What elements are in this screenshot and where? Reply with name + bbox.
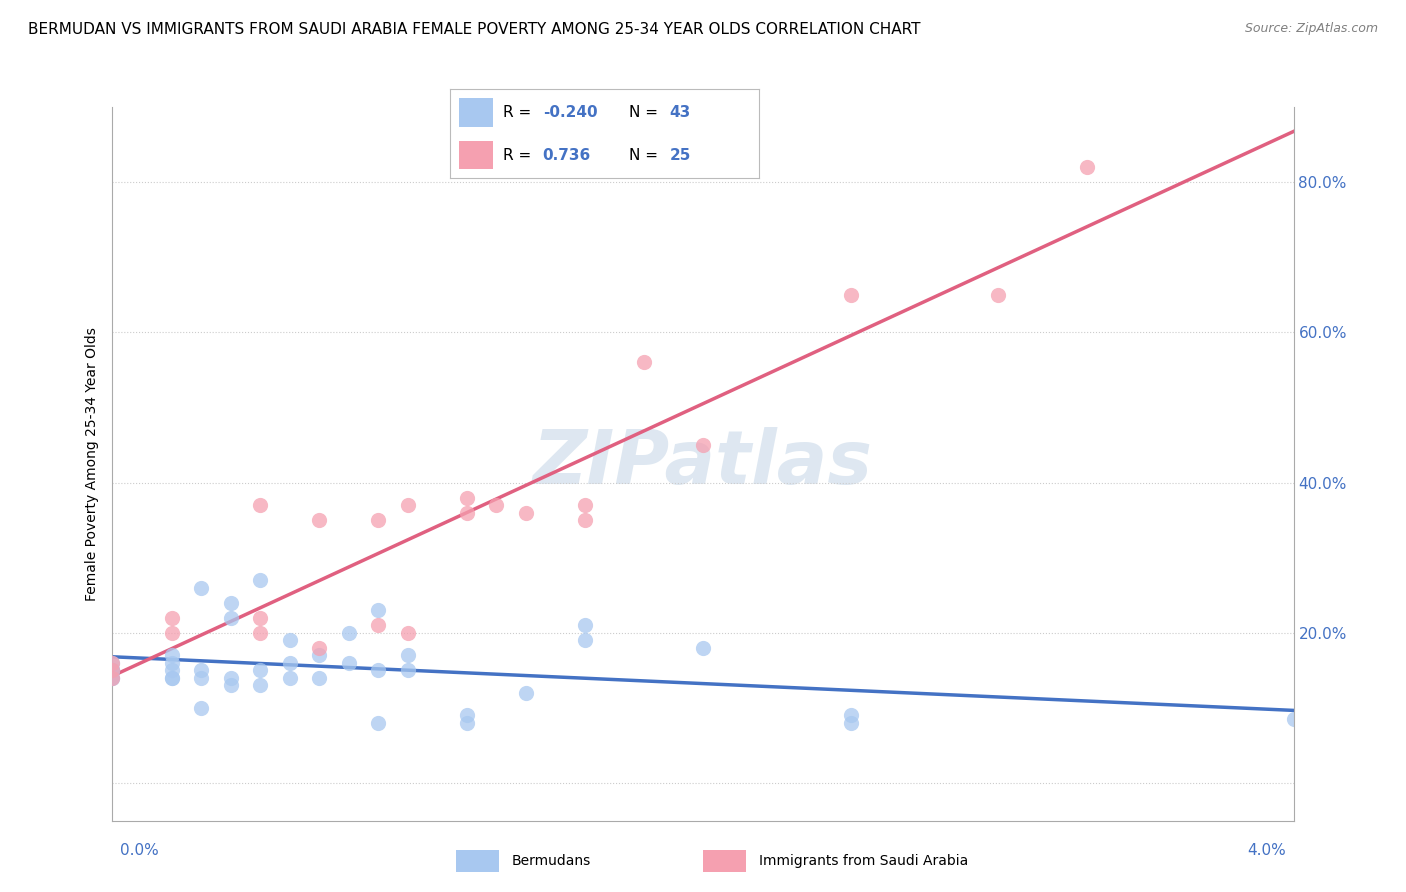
Point [101, 664, 124, 678]
Point [190, 664, 212, 678]
Point [219, 596, 242, 610]
Bar [456, 849, 499, 872]
Point [574, 498, 596, 512]
Bar [460, 141, 494, 169]
Point [367, 603, 389, 617]
Point [633, 355, 655, 369]
Point [101, 671, 124, 685]
Point [574, 618, 596, 632]
Point [367, 664, 389, 678]
Point [839, 288, 862, 302]
Point [515, 686, 537, 700]
Point [456, 491, 478, 505]
Point [249, 498, 271, 512]
Text: R =: R = [502, 105, 536, 120]
Point [249, 611, 271, 625]
Point [160, 656, 183, 670]
Point [485, 498, 508, 512]
Point [308, 513, 330, 527]
Text: BERMUDAN VS IMMIGRANTS FROM SAUDI ARABIA FEMALE POVERTY AMONG 25-34 YEAR OLDS CO: BERMUDAN VS IMMIGRANTS FROM SAUDI ARABIA… [28, 22, 921, 37]
Text: Bermudans: Bermudans [512, 854, 591, 868]
Point [987, 288, 1010, 302]
Point [278, 633, 301, 648]
Point [367, 618, 389, 632]
Bar [703, 849, 747, 872]
Point [839, 716, 862, 731]
Point [515, 506, 537, 520]
Point [190, 671, 212, 685]
Point [249, 574, 271, 588]
Point [249, 664, 271, 678]
Point [574, 633, 596, 648]
Point [190, 701, 212, 715]
Point [219, 671, 242, 685]
Bar [460, 98, 494, 127]
Point [456, 716, 478, 731]
Point [1282, 712, 1305, 726]
Text: -0.240: -0.240 [543, 105, 598, 120]
Point [337, 625, 360, 640]
Text: 0.736: 0.736 [543, 148, 591, 162]
Point [308, 671, 330, 685]
Point [574, 513, 596, 527]
Text: ZIPatlas: ZIPatlas [533, 427, 873, 500]
Point [456, 506, 478, 520]
Text: Source: ZipAtlas.com: Source: ZipAtlas.com [1244, 22, 1378, 36]
Point [337, 656, 360, 670]
Point [249, 678, 271, 692]
Point [456, 708, 478, 723]
Text: N =: N = [630, 148, 664, 162]
Point [692, 640, 714, 655]
Point [219, 611, 242, 625]
Text: 4.0%: 4.0% [1247, 843, 1286, 858]
Text: R =: R = [502, 148, 536, 162]
Text: N =: N = [630, 105, 664, 120]
Text: Immigrants from Saudi Arabia: Immigrants from Saudi Arabia [759, 854, 967, 868]
Point [219, 678, 242, 692]
Point [101, 656, 124, 670]
Point [308, 640, 330, 655]
Point [160, 611, 183, 625]
Point [160, 671, 183, 685]
Point [249, 625, 271, 640]
Point [101, 656, 124, 670]
Text: 25: 25 [669, 148, 690, 162]
Point [396, 648, 419, 663]
Point [396, 498, 419, 512]
Point [367, 716, 389, 731]
Point [101, 664, 124, 678]
Point [308, 648, 330, 663]
Point [101, 671, 124, 685]
Point [367, 513, 389, 527]
Point [278, 671, 301, 685]
Point [160, 625, 183, 640]
Point [396, 664, 419, 678]
Point [1076, 160, 1098, 174]
Point [190, 581, 212, 595]
Point [101, 671, 124, 685]
Point [160, 671, 183, 685]
Y-axis label: Female Poverty Among 25-34 Year Olds: Female Poverty Among 25-34 Year Olds [86, 326, 100, 601]
Point [160, 664, 183, 678]
Point [692, 438, 714, 452]
Point [101, 664, 124, 678]
Point [278, 656, 301, 670]
Point [101, 664, 124, 678]
Point [839, 708, 862, 723]
Text: 43: 43 [669, 105, 690, 120]
Text: 0.0%: 0.0% [120, 843, 159, 858]
Point [160, 648, 183, 663]
Point [396, 625, 419, 640]
